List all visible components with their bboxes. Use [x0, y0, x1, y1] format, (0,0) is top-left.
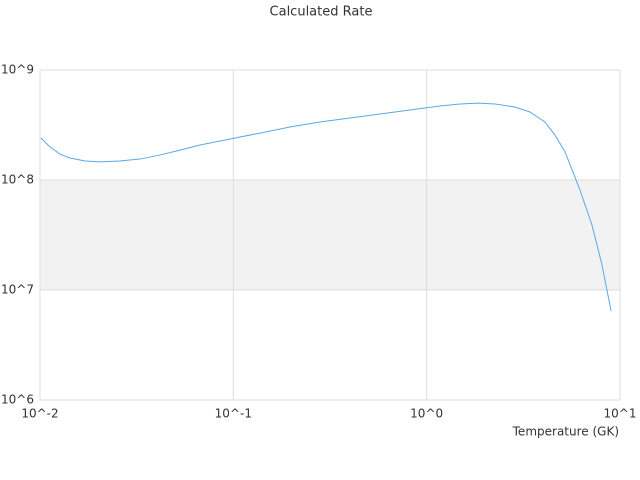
x-axis-label: Temperature (GK)	[512, 425, 619, 439]
y-tick-label: 10^7	[1, 283, 34, 297]
plot-background	[40, 180, 620, 290]
x-tick-label: 10^0	[410, 407, 443, 421]
y-tick-label: 10^8	[1, 173, 34, 187]
chart-title: Calculated Rate	[270, 5, 373, 20]
y-tick-label: 10^6	[1, 393, 34, 407]
x-tick-label: 10^-1	[215, 407, 252, 421]
y-tick-label: 10^9	[1, 63, 34, 77]
x-tick-label: 10^1	[604, 407, 637, 421]
band	[40, 180, 620, 290]
line	[40, 102, 612, 312]
x-tick-label: 10^-2	[21, 407, 58, 421]
